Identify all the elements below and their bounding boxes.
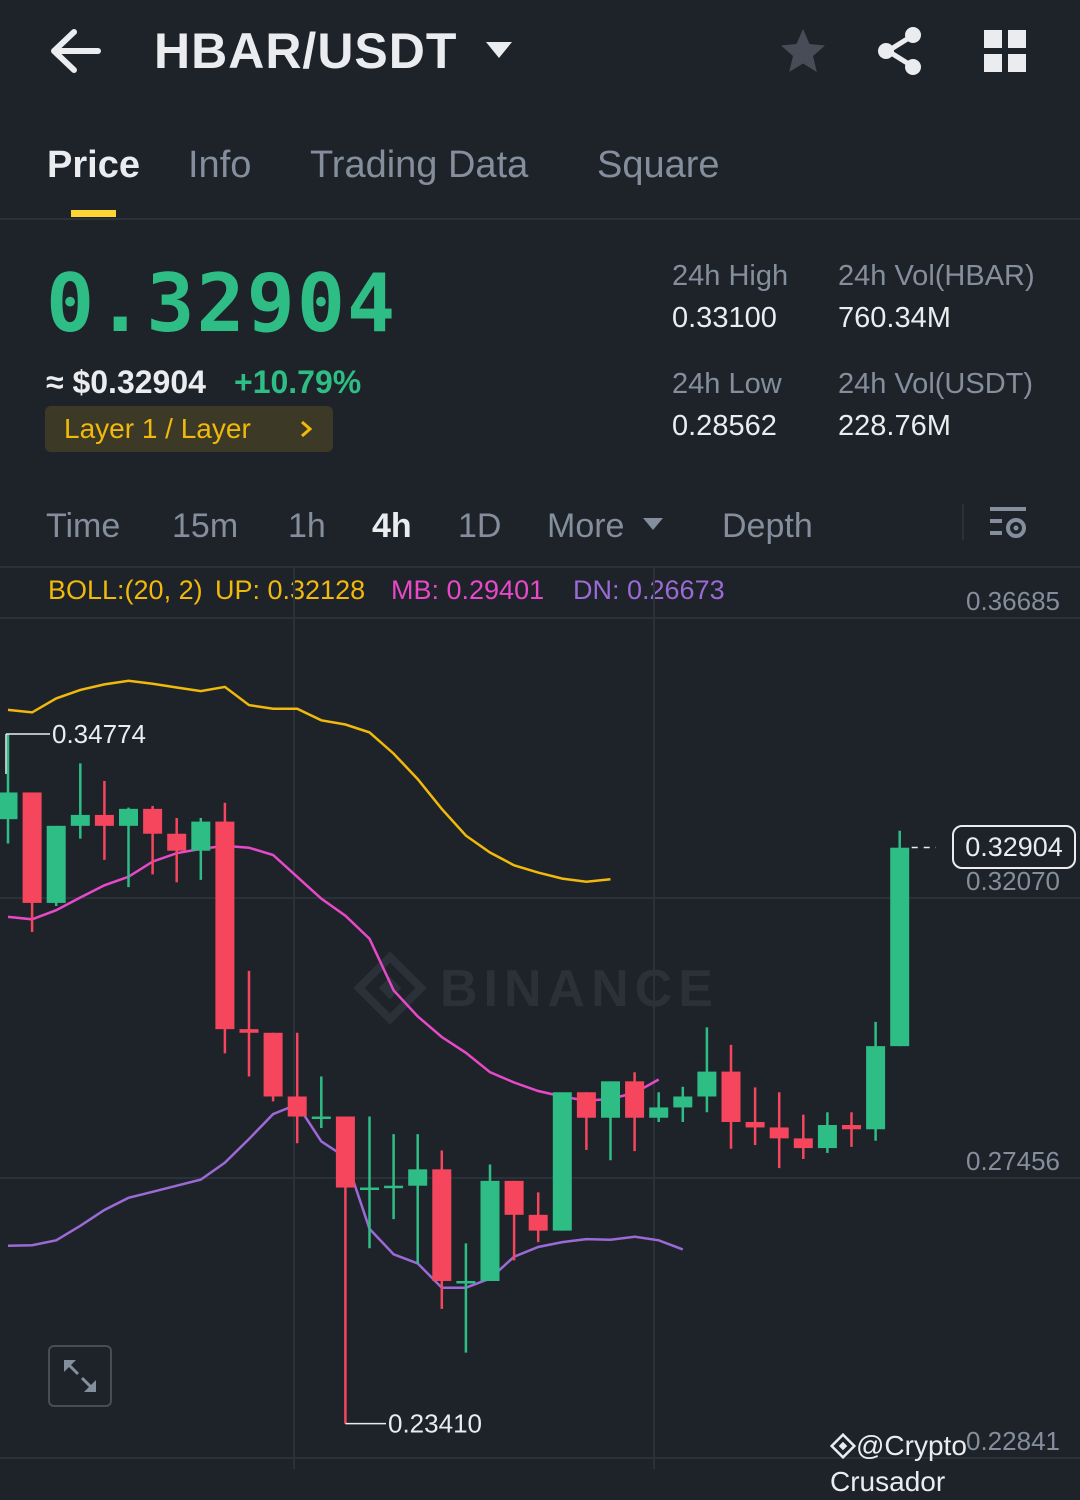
chevron-right-icon [301, 420, 313, 438]
candle-body [360, 1187, 379, 1191]
tf-15m[interactable]: 15m [172, 507, 239, 545]
candle-body [119, 808, 138, 826]
diamond-logo-icon [829, 1432, 857, 1460]
candle-body [239, 1029, 259, 1033]
candle-body [335, 1116, 355, 1188]
boll-label: BOLL:(20, 2) [48, 575, 203, 605]
candle-body [601, 1081, 620, 1118]
top-bar: HBAR/USDT [0, 0, 1080, 110]
y-axis-label: 0.27456 [966, 1146, 1060, 1176]
chart-top-divider [0, 566, 1080, 568]
chart-settings-icon[interactable] [988, 504, 1028, 542]
candlestick-chart[interactable]: BINANCE 0.34774 0.23410 [0, 568, 1080, 1469]
candle-body [504, 1180, 524, 1215]
category-tag[interactable]: Layer 1 / Layer [45, 406, 333, 452]
y-axis-label: 0.22841 [966, 1426, 1060, 1456]
min-price-label: 0.23410 [388, 1409, 482, 1439]
low-value: 0.28562 [672, 410, 777, 442]
vol-base-value: 760.34M [838, 302, 951, 334]
candles [0, 734, 910, 1424]
max-price-label: 0.34774 [52, 719, 146, 749]
candle-body [70, 814, 90, 826]
candle-body [866, 1046, 886, 1130]
candle-body [528, 1214, 548, 1231]
candle-body [143, 808, 163, 834]
caret-down-icon [643, 518, 663, 530]
boll-up-line [7, 679, 611, 883]
boll-dn-value: DN: 0.26673 [573, 575, 725, 605]
tf-depth[interactable]: Depth [722, 507, 813, 545]
candle-body [625, 1081, 645, 1118]
y-axis-label: 0.36685 [966, 586, 1060, 616]
tab-trading-data[interactable]: Trading Data [310, 144, 529, 186]
candle-body [311, 1116, 331, 1120]
back-arrow-icon[interactable] [48, 26, 104, 76]
high-value: 0.33100 [672, 302, 777, 334]
candle-body [673, 1096, 693, 1108]
author-watermark: @Crypto Crusador [829, 1428, 1080, 1500]
candle-body [576, 1092, 596, 1118]
tf-more[interactable]: More [547, 507, 625, 545]
high-label: 24h High [672, 260, 789, 292]
candle-body [94, 814, 114, 826]
tab-price[interactable]: Price [47, 144, 140, 186]
candle-body [721, 1071, 741, 1122]
fiat-price: ≈ $0.32904 [46, 364, 206, 400]
grid-icon[interactable] [982, 28, 1028, 74]
tf-1d[interactable]: 1D [458, 507, 502, 545]
fullscreen-button[interactable] [48, 1345, 112, 1407]
boll-up-value: UP: 0.32128 [215, 575, 366, 605]
tabs-divider [0, 218, 1080, 220]
candle-body [697, 1071, 717, 1097]
candle-body [215, 821, 235, 1030]
tf-time[interactable]: Time [46, 507, 121, 545]
candle-body [22, 792, 42, 903]
price-change-percent: +10.79% [234, 364, 362, 400]
vol-base-label: 24h Vol(HBAR) [838, 260, 1035, 292]
tf-1h[interactable]: 1h [288, 507, 326, 545]
toolbar-separator [962, 504, 964, 540]
low-label: 24h Low [672, 368, 782, 400]
vol-quote-label: 24h Vol(USDT) [838, 368, 1034, 400]
boll-mb-value: MB: 0.29401 [391, 575, 545, 605]
y-axis-label: 0.32070 [966, 866, 1060, 896]
candle-body [456, 1280, 476, 1284]
star-icon[interactable] [778, 26, 828, 76]
candle-body [408, 1169, 428, 1186]
last-price: 0.32904 [46, 257, 398, 350]
chart-annotations: 0.34774 0.23410 [5, 719, 936, 1439]
candle-body [649, 1107, 669, 1118]
candle-body [263, 1032, 283, 1097]
expand-icon [64, 1360, 96, 1392]
active-tab-indicator [71, 210, 116, 217]
boll-mb-line [7, 844, 660, 1102]
candle-body [480, 1180, 500, 1281]
current-price-tag: 0.32904 [952, 825, 1076, 869]
binance-watermark-text: BINANCE [440, 960, 719, 1018]
candle-body [384, 1185, 404, 1189]
share-icon[interactable] [876, 26, 924, 76]
tab-square[interactable]: Square [597, 144, 720, 186]
candle-body [817, 1125, 837, 1149]
candle-body [46, 825, 66, 903]
pair-title[interactable]: HBAR/USDT [154, 23, 458, 79]
tab-info[interactable]: Info [188, 144, 252, 186]
candle-body [793, 1138, 813, 1149]
candle-body [769, 1127, 789, 1139]
candle-body [552, 1092, 572, 1231]
candle-body [890, 847, 910, 1047]
candle-body [167, 833, 187, 851]
candle-body [432, 1169, 452, 1281]
candle-body [191, 821, 211, 851]
candle-body [842, 1125, 861, 1130]
tf-4h[interactable]: 4h [372, 507, 412, 545]
category-tag-label: Layer 1 / Layer [64, 413, 251, 444]
candle-body [0, 792, 18, 820]
chart-grid [0, 568, 1080, 1469]
candle-body [287, 1096, 307, 1117]
caret-down-icon[interactable] [484, 38, 514, 62]
vol-quote-value: 228.76M [838, 410, 951, 442]
candle-body [745, 1121, 765, 1128]
